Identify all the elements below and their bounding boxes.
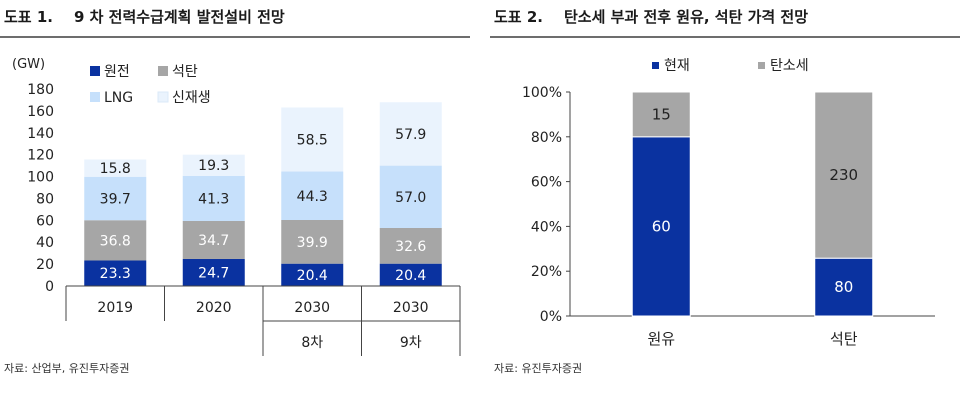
y-tick-label: 160 <box>27 104 54 120</box>
bar-segment-신재생 <box>84 159 147 177</box>
y-tick-label: 140 <box>27 126 54 142</box>
x-tick-sublabel: 9차 <box>400 335 422 351</box>
bar-segment-원전 <box>182 258 245 286</box>
legend-swatch <box>652 62 659 69</box>
legend-label: 석탄 <box>172 64 198 80</box>
y-tick-label: 40% <box>531 219 562 235</box>
data-label: 19.3 <box>198 158 229 174</box>
y-tick-label: 20% <box>531 264 562 280</box>
y-tick-label: 0 <box>45 279 54 295</box>
data-label: 34.7 <box>198 233 229 249</box>
source-note: 자료: 산업부, 유진투자증권 <box>4 362 130 375</box>
y-tick-label: 80 <box>36 191 54 207</box>
legend-label: 현재 <box>664 58 690 74</box>
bar-segment-석탄 <box>281 220 344 264</box>
data-label: 24.7 <box>198 265 229 281</box>
legend-swatch <box>90 92 100 102</box>
bar-segment-신재생 <box>182 154 245 176</box>
chart-panel-2: 도표 2. 탄소세 부과 전후 원유, 석탄 가격 전망 0% 20% 40% 60% 8… <box>490 0 960 400</box>
y-tick-label: 120 <box>27 148 54 164</box>
bar-segment-석탄 <box>84 220 147 261</box>
bar-segment-신재생 <box>379 102 442 166</box>
data-label: 15 <box>652 105 671 123</box>
bar-segment-석탄 <box>182 220 245 259</box>
chart-header: 도표 2. 탄소세 부과 전후 원유, 석탄 가격 전망 <box>494 6 808 27</box>
y-tick-label: 0% <box>540 309 562 325</box>
data-label: 39.9 <box>297 235 328 251</box>
legend-label: 원전 <box>104 64 130 80</box>
chart-header: 도표 1. 9 차 전력수급계획 발전설비 전망 <box>4 6 285 27</box>
data-label: 20.4 <box>297 268 328 284</box>
source-note: 자료: 유진투자증권 <box>494 362 583 375</box>
bar-segment-현재 <box>631 136 691 317</box>
y-tick-label: 80% <box>531 130 562 146</box>
header-rule <box>0 36 470 38</box>
bar-segment-LNG <box>84 176 147 221</box>
data-label: 58.5 <box>297 133 328 149</box>
x-tick-label: 원유 <box>647 330 675 348</box>
data-label: 41.3 <box>198 191 229 207</box>
chart-2-svg: 0% 20% 40% 60% 80% 100% 60 15 원유 80 230 석탄 현재 탄소세 <box>522 58 935 348</box>
legend-swatch <box>158 66 168 76</box>
x-tick-label: 2030 <box>393 300 429 316</box>
data-label: 44.3 <box>297 189 328 205</box>
bar-segment-원전 <box>84 260 147 286</box>
data-label: 23.3 <box>100 266 131 282</box>
data-label: 39.7 <box>100 191 131 207</box>
x-tick-label: 2019 <box>97 300 133 316</box>
legend-swatch <box>758 62 765 69</box>
x-tick-label: 2030 <box>294 300 330 316</box>
legend-label: 탄소세 <box>770 58 809 74</box>
y-tick-label: 40 <box>36 235 54 251</box>
bar-segment-탄소세 <box>814 91 874 259</box>
x-tick-label: 석탄 <box>830 330 858 348</box>
legend-label: 신재생 <box>172 90 211 106</box>
chart-1-svg: 0 20 40 60 80 100 120 140 160 180 (GW) 23.3 36.8 39.7… <box>12 57 461 356</box>
legend-swatch <box>90 66 100 76</box>
bar-segment-LNG <box>182 175 245 221</box>
y-tick-label: 60 <box>36 213 54 229</box>
data-label: 36.8 <box>100 233 131 249</box>
chart-panel-1: 도표 1. 9 차 전력수급계획 발전설비 전망 0 20 40 60 80 100 120 1… <box>0 0 470 400</box>
legend-swatch <box>157 91 169 103</box>
bar-segment-신재생 <box>281 107 344 172</box>
chart-title: 탄소세 부과 전후 원유, 석탄 가격 전망 <box>564 8 809 26</box>
bar-segment-LNG <box>379 165 442 228</box>
y-tick-label: 100 <box>27 170 54 186</box>
data-label: 80 <box>834 278 853 296</box>
bar-segment-석탄 <box>379 227 442 264</box>
data-label: 57.0 <box>395 190 426 206</box>
figure-number: 도표 1. <box>4 8 53 26</box>
y-tick-label: 100% <box>522 85 562 101</box>
bar-segment-원전 <box>379 263 442 286</box>
data-label: 20.4 <box>395 268 426 284</box>
data-label: 60 <box>652 217 671 235</box>
x-tick-label: 2020 <box>196 300 232 316</box>
data-label: 15.8 <box>100 161 131 177</box>
header-rule <box>490 36 960 38</box>
y-tick-label: 180 <box>27 82 54 98</box>
bar-segment-LNG <box>281 171 344 221</box>
chart-title: 9 차 전력수급계획 발전설비 전망 <box>74 8 285 26</box>
y-tick-label: 60% <box>531 175 562 191</box>
y-axis-unit: (GW) <box>12 57 45 72</box>
legend-label: LNG <box>104 90 133 106</box>
figure-number: 도표 2. <box>494 8 543 26</box>
y-tick-label: 20 <box>36 257 54 273</box>
data-label: 32.6 <box>395 239 426 255</box>
bar-segment-원전 <box>281 263 344 286</box>
data-label: 230 <box>829 166 858 184</box>
bar-segment-탄소세 <box>631 91 691 138</box>
x-tick-sublabel: 8차 <box>301 335 323 351</box>
data-label: 57.9 <box>395 127 426 143</box>
